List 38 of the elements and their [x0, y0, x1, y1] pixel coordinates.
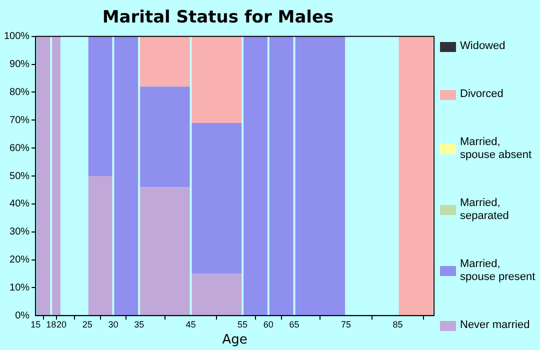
x-tick-label: 55: [238, 319, 248, 330]
y-tick-label: 30%: [10, 226, 30, 238]
y-tick-label: 100%: [4, 31, 30, 42]
bar: [140, 36, 190, 87]
bar: [269, 36, 294, 316]
bar: [88, 36, 112, 176]
x-tick-label: 65: [289, 319, 300, 330]
y-tick-label: 50%: [10, 170, 30, 182]
y-tick-label: 80%: [10, 86, 30, 98]
legend-label: Married, spouse absent: [460, 136, 533, 162]
y-tick-label: 70%: [10, 114, 30, 126]
legend-label: Married, separated: [460, 197, 510, 223]
y-tick-label: 40%: [10, 198, 30, 210]
x-tick-label: 75: [341, 319, 352, 330]
x-tick-label: 18: [46, 319, 56, 330]
legend-label: Divorced: [460, 88, 504, 101]
bar: [244, 36, 268, 316]
x-tick-label: 25: [82, 319, 92, 330]
bar: [114, 36, 138, 316]
y-tick-label: 20%: [10, 254, 30, 266]
bar: [88, 176, 112, 316]
x-tick-label: 20: [56, 319, 66, 330]
y-tick-label: 60%: [10, 142, 30, 154]
x-tick-label: 35: [134, 319, 144, 330]
x-tick-label: 85: [392, 319, 403, 330]
chart-title: Marital Status for Males: [102, 8, 334, 28]
legend-label: Widowed: [460, 40, 506, 53]
x-tick-label: 60: [263, 319, 274, 330]
y-tick-label: 10%: [10, 282, 30, 294]
legend-label: Married, spouse present: [460, 258, 536, 284]
x-tick-label: 30: [108, 319, 118, 330]
y-tick-label: 90%: [10, 59, 30, 70]
y-tick-label: 0%: [15, 310, 30, 322]
x-tick-label: 15: [30, 319, 41, 330]
bar: [192, 36, 242, 123]
legend-label: Never married: [460, 319, 531, 332]
x-tick-label: 45: [186, 319, 196, 330]
x-axis-title: Age: [222, 332, 248, 348]
